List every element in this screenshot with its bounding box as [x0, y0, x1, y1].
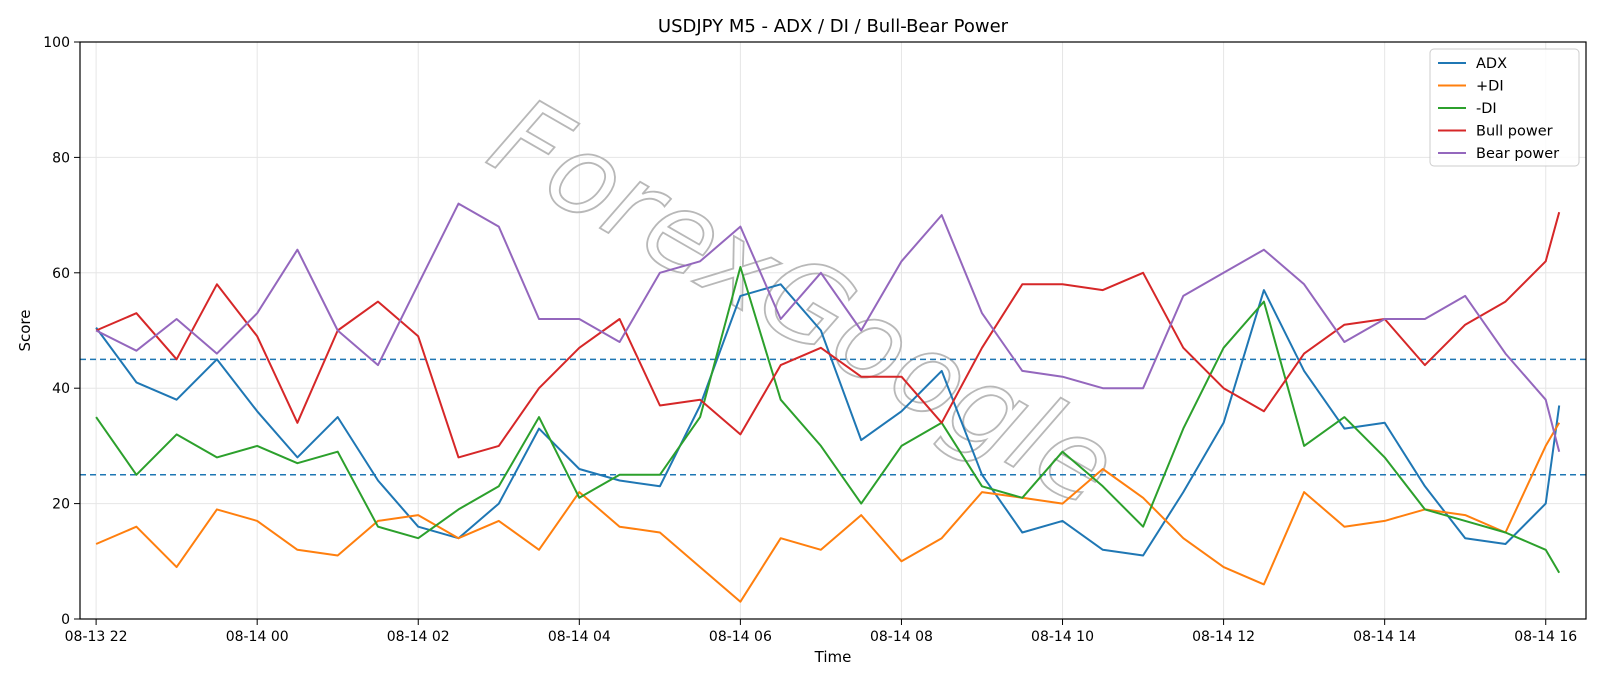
grid — [80, 41, 1586, 620]
x-tick-label: 08-14 08 — [870, 629, 933, 645]
y-axis-label: Score — [16, 309, 34, 351]
legend-label: +DI — [1476, 79, 1504, 95]
series-lines — [95, 202, 1561, 603]
legend-box — [1429, 48, 1580, 167]
x-tick-label: 08-14 02 — [387, 629, 450, 645]
series-line-adx — [95, 283, 1561, 557]
x-axis: 08-13 22 08-14 00 08-14 02 08-14 04 08-14 06… — [65, 619, 1577, 645]
y-tick-label: 100 — [43, 35, 70, 51]
y-tick-label: 60 — [52, 266, 70, 282]
y-tick-label: 0 — [61, 612, 70, 628]
x-tick-label: 08-13 22 — [65, 629, 128, 645]
plot-frame — [79, 41, 1587, 620]
series-line-di — [95, 422, 1561, 603]
legend-label: Bull power — [1476, 124, 1553, 140]
y-axis: 0 20 40 60 80 100 — [43, 35, 80, 628]
x-tick-label: 08-14 14 — [1353, 629, 1416, 645]
legend-label: Bear power — [1476, 146, 1559, 162]
legend: ADX +DI -DI Bull power Bear power — [1429, 48, 1580, 167]
series-line-di — [95, 266, 1561, 574]
x-axis-label: Time — [814, 648, 852, 666]
series-line-bull-power — [95, 211, 1561, 459]
legend-label: -DI — [1476, 101, 1497, 117]
chart-title: USDJPY M5 - ADX / DI / Bull-Bear Power — [658, 16, 1009, 37]
x-tick-label: 08-14 04 — [548, 629, 611, 645]
x-tick-label: 08-14 12 — [1192, 629, 1255, 645]
y-tick-label: 20 — [52, 497, 70, 513]
series-line-bear-power — [95, 202, 1561, 452]
x-tick-label: 08-14 16 — [1514, 629, 1577, 645]
legend-label: ADX — [1476, 56, 1507, 72]
y-tick-label: 40 — [52, 381, 70, 397]
y-tick-label: 80 — [52, 150, 70, 166]
x-tick-label: 08-14 10 — [1031, 629, 1094, 645]
x-tick-label: 08-14 00 — [226, 629, 289, 645]
reference-lines — [80, 358, 1586, 476]
x-tick-label: 08-14 06 — [709, 629, 772, 645]
